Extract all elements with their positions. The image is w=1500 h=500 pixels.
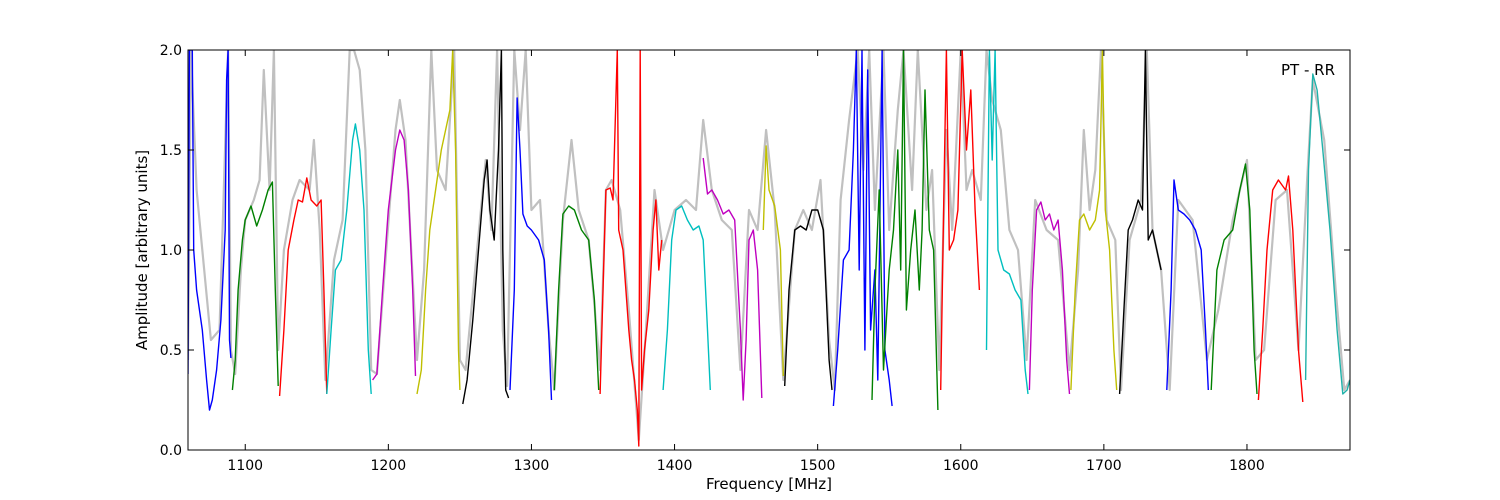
x-tick-label: 1200 xyxy=(371,458,407,474)
series-line-3 xyxy=(278,177,328,397)
series-line-13 xyxy=(762,145,784,377)
series-line-19 xyxy=(1028,201,1071,395)
x-axis-label: Frequency [MHz] xyxy=(706,475,832,493)
series-line-17 xyxy=(940,50,981,391)
series-line-8 xyxy=(509,97,553,401)
series-line-23 xyxy=(1210,163,1258,395)
x-tick-label: 1500 xyxy=(800,458,836,474)
background-series-line xyxy=(188,50,1350,442)
series-line-7 xyxy=(462,50,510,405)
series-line-6 xyxy=(416,50,461,395)
series-line-22 xyxy=(1166,179,1209,391)
y-tick-label: 1.0 xyxy=(160,243,182,259)
series-line-9 xyxy=(553,205,600,391)
x-tick-label: 1800 xyxy=(1229,458,1265,474)
plot-annotation: PT - RR xyxy=(1281,61,1335,79)
x-tick-label: 1400 xyxy=(657,458,693,474)
series-line-25 xyxy=(1304,73,1350,395)
y-tick-label: 0.5 xyxy=(160,343,182,359)
series-line-24 xyxy=(1257,175,1304,403)
series-line-21 xyxy=(1118,50,1162,395)
series-line-20 xyxy=(1070,50,1118,391)
series-line-15 xyxy=(832,50,893,407)
series-line-4 xyxy=(326,123,372,395)
x-tick-label: 1300 xyxy=(514,458,550,474)
x-tick-label: 1100 xyxy=(227,458,263,474)
series-line-5 xyxy=(372,129,417,381)
series-layer xyxy=(188,50,1350,447)
y-tick-label: 2.0 xyxy=(160,43,182,59)
x-tick-label: 1700 xyxy=(1086,458,1122,474)
y-axis-label: Amplitude [arbitrary units] xyxy=(133,150,151,350)
series-line-2 xyxy=(231,181,279,391)
y-tick-label: 1.5 xyxy=(160,143,182,159)
series-line-11 xyxy=(662,205,711,391)
series-line-14 xyxy=(784,209,833,391)
tick-layer: 1100 1200 1300 1400 1500 1600 1700 1800 0.0 0.5 1.… xyxy=(160,43,1350,474)
series-line-16 xyxy=(871,50,939,411)
series-line-18 xyxy=(985,50,1029,395)
y-tick-label: 0.0 xyxy=(160,443,182,459)
series-line-1 xyxy=(188,50,232,411)
series-line-12 xyxy=(702,157,763,401)
x-tick-label: 1600 xyxy=(943,458,979,474)
series-line-10 xyxy=(599,50,663,447)
